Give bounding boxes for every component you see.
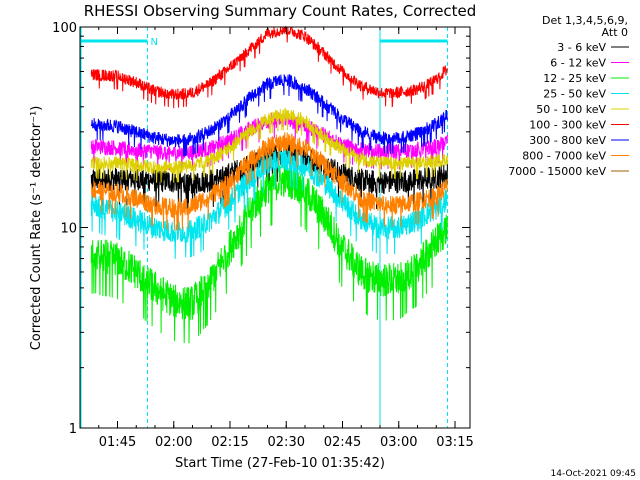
x-tick-label-0: 01:45 [99,435,136,450]
legend-entry-3: 25 - 50 keV [543,88,606,101]
x-tick-label-6: 03:15 [436,435,473,450]
series-line-4 [90,107,448,183]
legend-entry-1: 6 - 12 keV [550,57,606,70]
series-line-5 [90,25,448,109]
series-line-2 [90,162,448,344]
flag-label-0: N [151,37,158,48]
x-tick-label-4: 02:45 [324,435,361,450]
x-tick-label-2: 02:15 [211,435,248,450]
series-line-6 [90,74,448,157]
y-axis-label: Corrected Count Rate (s⁻¹ detector⁻¹) [29,106,44,351]
x-tick-label-1: 02:00 [155,435,192,450]
y-tick-label-0: 1 [69,422,77,437]
y-tick-label-2: 100 [52,21,77,36]
legend-entry-8: 7000 - 15000 keV [508,165,606,178]
legend-entry-2: 12 - 25 keV [543,72,606,85]
legend-entry-0: 3 - 6 keV [557,41,606,54]
legend: Det 1,3,4,5,6,9,Att 0 3 - 6 keV 6 - 12 keV… [508,14,629,178]
series-line-7 [90,132,448,231]
legend-header-0: Det 1,3,4,5,6,9, [542,14,628,27]
y-tick-label-1: 10 [60,222,77,237]
footer-timestamp: 14-Oct-2021 09:45 [551,469,636,479]
legend-entry-7: 800 - 7000 keV [522,150,606,163]
legend-entry-4: 50 - 100 keV [536,103,606,116]
x-axis-label: Start Time (27-Feb-10 01:35:42) [175,456,385,471]
legend-header-1: Att 0 [602,26,628,39]
legend-entry-5: 100 - 300 keV [529,119,606,132]
flag-bars: N [80,37,448,48]
x-tick-label-5: 03:00 [380,435,417,450]
chart-title: RHESSI Observing Summary Count Rates, Co… [84,2,477,20]
legend-entry-6: 300 - 800 keV [529,134,606,147]
y-axis: 1 10 100 [52,21,470,437]
series-line-3 [90,148,448,259]
x-tick-label-3: 02:30 [268,435,305,450]
series-layer [90,25,448,344]
x-axis: 01:45 02:00 02:15 02:30 02:45 03:00 03:15 [79,27,474,450]
